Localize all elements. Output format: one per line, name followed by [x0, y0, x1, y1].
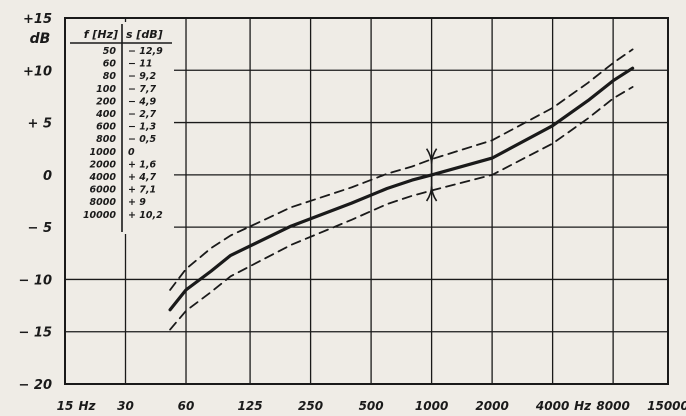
x-tick-label: 1000: [415, 399, 448, 413]
table-cell-frequency: 50: [103, 46, 117, 57]
table-cell-frequency: 2000: [90, 159, 117, 170]
table-cell-level: + 10,2: [128, 210, 163, 221]
y-tick-label: − 5: [28, 221, 52, 236]
table-cell-level: − 2,7: [128, 109, 156, 120]
frequency-table: f [Hz] s [dB] 50 − 12,9 60 − 11 80 − 9,2 100 − 7,…: [66, 22, 174, 234]
table-cell-frequency: 800: [96, 134, 116, 145]
x-tick-label: 500: [359, 399, 384, 413]
x-unit-label: Hz: [78, 399, 96, 413]
table-cell-level: + 4,7: [128, 172, 156, 183]
x-unit-label: Hz: [574, 399, 592, 413]
table-cell-frequency: 10000: [83, 210, 116, 221]
table-background: [66, 22, 174, 234]
plot-frame: [64, 17, 669, 385]
table-cell-level: − 9,2: [128, 71, 156, 82]
table-cell-frequency: 8000: [90, 197, 117, 208]
table-cell-frequency: 4000: [89, 172, 117, 183]
table-cell-frequency: 100: [96, 84, 116, 95]
table-cell-frequency: 400: [95, 109, 116, 120]
y-tick-label: − 20: [18, 378, 52, 393]
x-tick-label: 15: [57, 399, 74, 413]
x-tick-label: 125: [238, 399, 263, 413]
table-cell-level: − 0,5: [128, 134, 156, 145]
table-cell-level: − 12,9: [128, 46, 163, 57]
table-cell-level: + 9: [128, 197, 146, 208]
table-cell-frequency: 600: [96, 122, 116, 133]
table-cell-level: 0: [128, 147, 135, 158]
y-tick-label: − 10: [18, 273, 52, 288]
y-axis-label: dB: [30, 31, 51, 47]
tolerance-curve: [169, 48, 634, 291]
x-tick-label: 60: [178, 399, 195, 413]
curves: [168, 48, 635, 331]
table-cell-level: − 4,9: [128, 96, 156, 107]
x-tick-label: 4000: [535, 399, 569, 413]
x-tick-label: 15000: [647, 399, 686, 413]
table-header-level: s [dB]: [126, 28, 163, 41]
table-cell-level: + 1,6: [128, 159, 156, 170]
response-curve: [168, 66, 635, 312]
table-cell-level: − 1,3: [128, 122, 156, 133]
x-tick-label: 30: [117, 399, 134, 413]
x-tick-label: 2000: [475, 399, 508, 413]
table-cell-frequency: 60: [103, 59, 117, 70]
x-tick-label: 250: [298, 399, 323, 413]
x-tick-label: 8000: [596, 399, 629, 413]
table-cell-level: − 7,7: [128, 84, 156, 95]
y-tick-label: +10: [23, 64, 52, 79]
y-tick-label: + 5: [28, 117, 52, 132]
table-cell-frequency: 80: [103, 71, 117, 82]
y-tick-label: 0: [43, 169, 52, 184]
table-cell-frequency: 1000: [90, 147, 117, 158]
table-header-frequency: f [Hz]: [84, 28, 118, 41]
table-cell-level: − 11: [128, 59, 153, 70]
y-tick-label: − 15: [18, 326, 52, 341]
y-tick-label: +15: [23, 12, 52, 27]
table-cell-frequency: 200: [96, 96, 116, 107]
tolerance-curve: [169, 86, 634, 331]
table-cell-frequency: 6000: [90, 185, 117, 196]
table-cell-level: + 7,1: [128, 185, 156, 196]
